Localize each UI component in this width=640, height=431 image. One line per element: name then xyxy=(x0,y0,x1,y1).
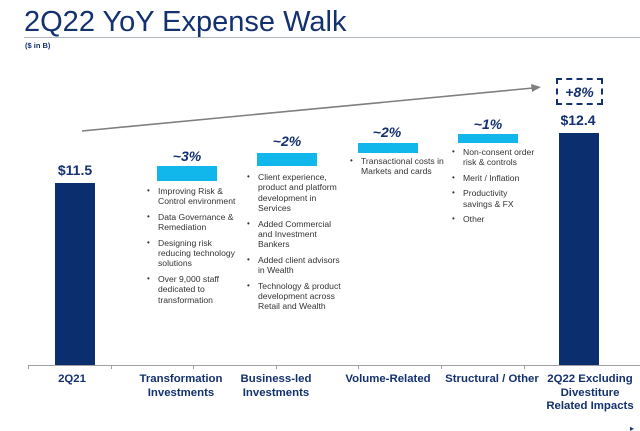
bullet-item: Improving Risk & Control environment xyxy=(147,186,247,207)
bar-2q21 xyxy=(55,183,95,365)
bullet-item: Client experience, product and platform … xyxy=(247,172,347,214)
pct-label-transformation: ~3% xyxy=(172,148,202,164)
title-divider xyxy=(24,37,640,38)
bullet-item: Over 9,000 staff dedicated to transforma… xyxy=(147,274,247,305)
bullet-item: Technology & product development across … xyxy=(247,281,347,312)
total-change-badge: +8% xyxy=(556,78,603,105)
axis-tick xyxy=(111,365,112,369)
float-bar-business-led xyxy=(257,153,317,166)
bullets-business-led: Client experience, product and platform … xyxy=(247,172,347,317)
axis-tick xyxy=(524,365,525,369)
bullets-volume-related: Transactional costs in Markets and cards xyxy=(350,156,445,182)
bar-value-2q22: $12.4 xyxy=(560,112,596,128)
category-label-2q22: 2Q22 Excluding Divestiture Related Impac… xyxy=(546,373,634,412)
category-label-2q21: 2Q21 xyxy=(58,373,86,385)
category-label-volume-related: Volume-Related xyxy=(345,373,431,385)
bullet-item: Designing risk reducing technology solut… xyxy=(147,238,247,269)
bullet-item: Other xyxy=(452,214,537,225)
page-title: 2Q22 YoY Expense Walk xyxy=(24,6,347,38)
bullets-structural-other: Non-consent order risk & controls Merit … xyxy=(452,147,537,229)
category-label-business-led: Business-led Investments xyxy=(240,373,312,399)
bullet-item: Transactional costs in Markets and cards xyxy=(350,156,445,177)
category-label-structural-other: Structural / Other xyxy=(445,373,539,385)
corner-mark-icon: ▸ xyxy=(630,424,635,431)
bullet-item: Merit / Inflation xyxy=(452,173,537,184)
float-bar-transformation xyxy=(157,166,217,181)
axis-tick xyxy=(276,365,277,369)
bullet-item: Data Governance & Remediation xyxy=(147,212,247,233)
bullet-item: Added client advisors in Wealth xyxy=(247,255,347,276)
units-label: ($ in B) xyxy=(25,41,51,50)
axis-tick xyxy=(28,365,29,369)
bar-2q22 xyxy=(559,133,599,365)
axis-tick xyxy=(193,365,194,369)
category-label-transformation: Transformation Investments xyxy=(139,373,223,399)
float-bar-volume-related xyxy=(358,143,418,153)
axis-tick xyxy=(358,365,359,369)
pct-label-structural-other: ~1% xyxy=(473,116,503,132)
float-bar-structural-other xyxy=(458,134,518,143)
bullet-item: Productivity savings & FX xyxy=(452,188,537,209)
pct-label-business-led: ~2% xyxy=(272,133,302,149)
pct-label-volume-related: ~2% xyxy=(372,124,402,140)
bar-value-2q21: $11.5 xyxy=(57,162,93,178)
axis-tick xyxy=(441,365,442,369)
x-axis xyxy=(28,365,640,366)
bullets-transformation: Improving Risk & Control environment Dat… xyxy=(147,186,247,310)
bullet-item: Non-consent order risk & controls xyxy=(452,147,537,168)
bullet-item: Added Commercial and Investment Bankers xyxy=(247,219,347,250)
